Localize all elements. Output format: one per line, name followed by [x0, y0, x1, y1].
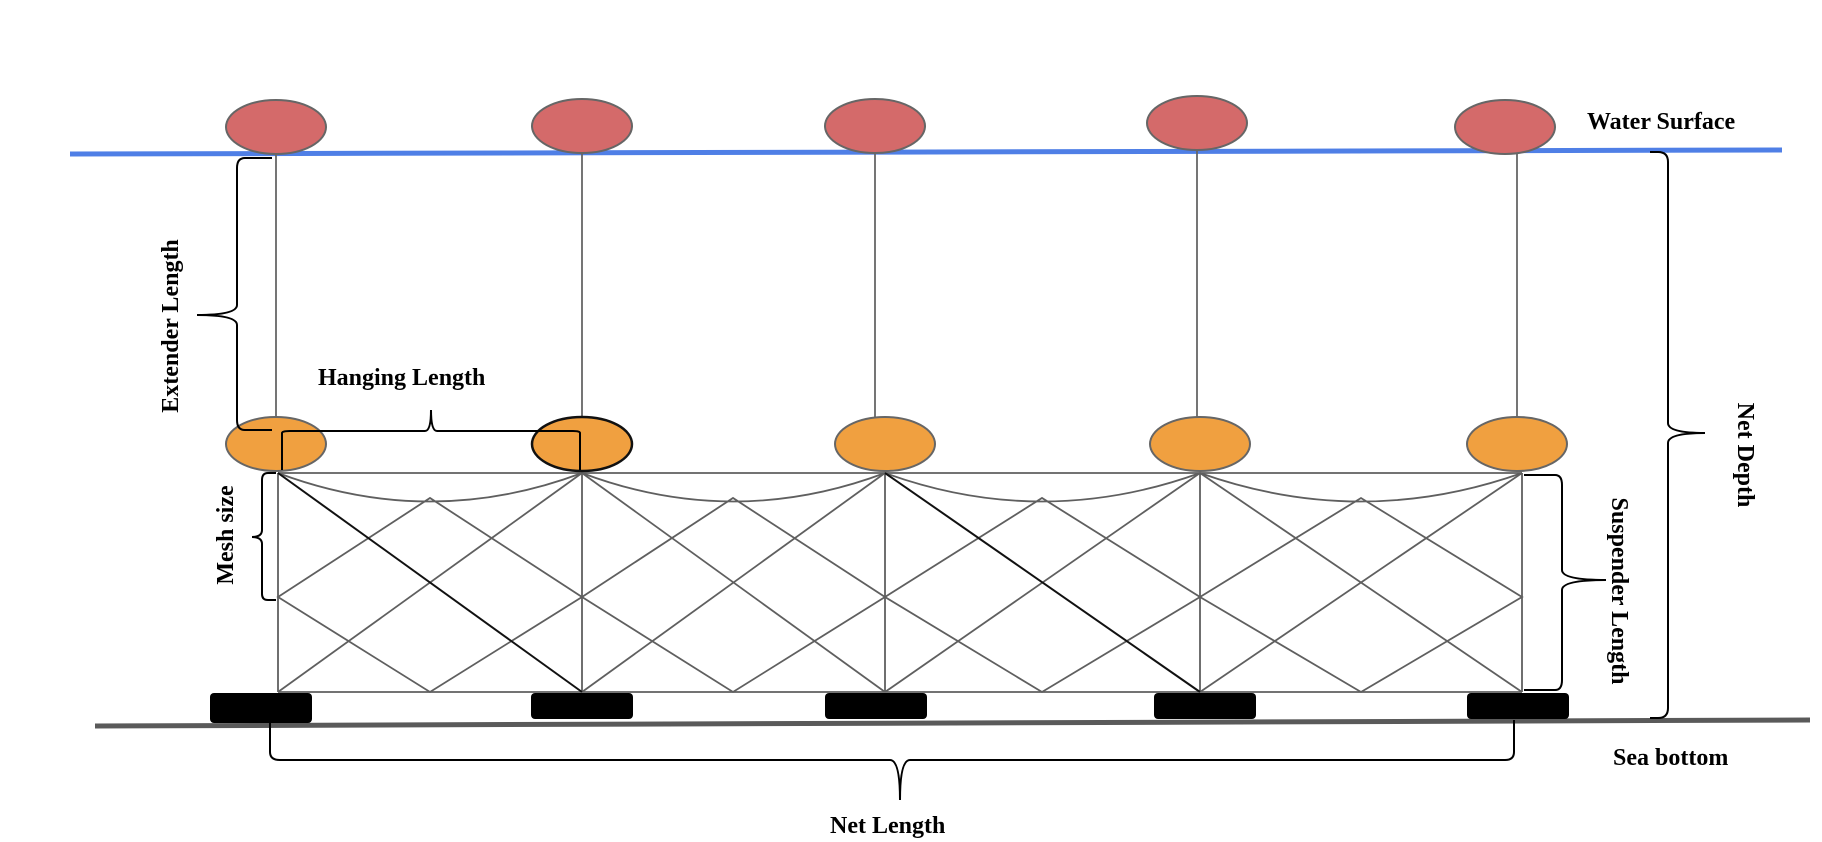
- hanging-length-brace: [281, 409, 581, 470]
- surface-float: [824, 98, 926, 154]
- mesh-size-label: Mesh size: [213, 485, 239, 585]
- net-length-brace: [269, 720, 1515, 801]
- suspender-length-label: Suspender Length: [1606, 498, 1632, 685]
- surface-floats: [225, 95, 1556, 155]
- extender-length-brace: [196, 157, 272, 431]
- hanging-length-label: Hanging Length: [318, 365, 485, 391]
- net-length-label: Net Length: [830, 813, 945, 839]
- net-depth-label: Net Depth: [1732, 403, 1758, 508]
- suspender-length-brace: [1524, 474, 1607, 691]
- sinker: [531, 693, 633, 719]
- net-float: [530, 415, 634, 473]
- net-float: [834, 416, 936, 472]
- water-surface-label: Water Surface: [1587, 109, 1736, 135]
- net-float: [1149, 416, 1251, 472]
- surface-float: [225, 99, 327, 155]
- sinkers: [210, 693, 1569, 723]
- sinker: [825, 693, 927, 719]
- extender-length-label: Extender Length: [158, 239, 184, 413]
- net-floats: [225, 415, 1568, 473]
- sea-bottom-label: Sea bottom: [1613, 745, 1728, 771]
- surface-float: [1454, 99, 1556, 155]
- net-diagonal: [277, 472, 583, 693]
- net-float: [1466, 416, 1568, 472]
- surface-float: [531, 98, 633, 154]
- surface-float: [1146, 95, 1248, 151]
- net-mesh: [276, 472, 1524, 694]
- sinker: [210, 693, 312, 723]
- extender-lines: [275, 150, 1518, 418]
- sea-bottom-line: [94, 717, 1811, 729]
- sinker: [1467, 693, 1569, 719]
- sinker: [1154, 693, 1256, 719]
- net-diagonal: [884, 472, 1201, 693]
- net-float: [225, 416, 327, 472]
- mesh-size-brace: [251, 472, 276, 601]
- net-depth-brace: [1650, 151, 1706, 719]
